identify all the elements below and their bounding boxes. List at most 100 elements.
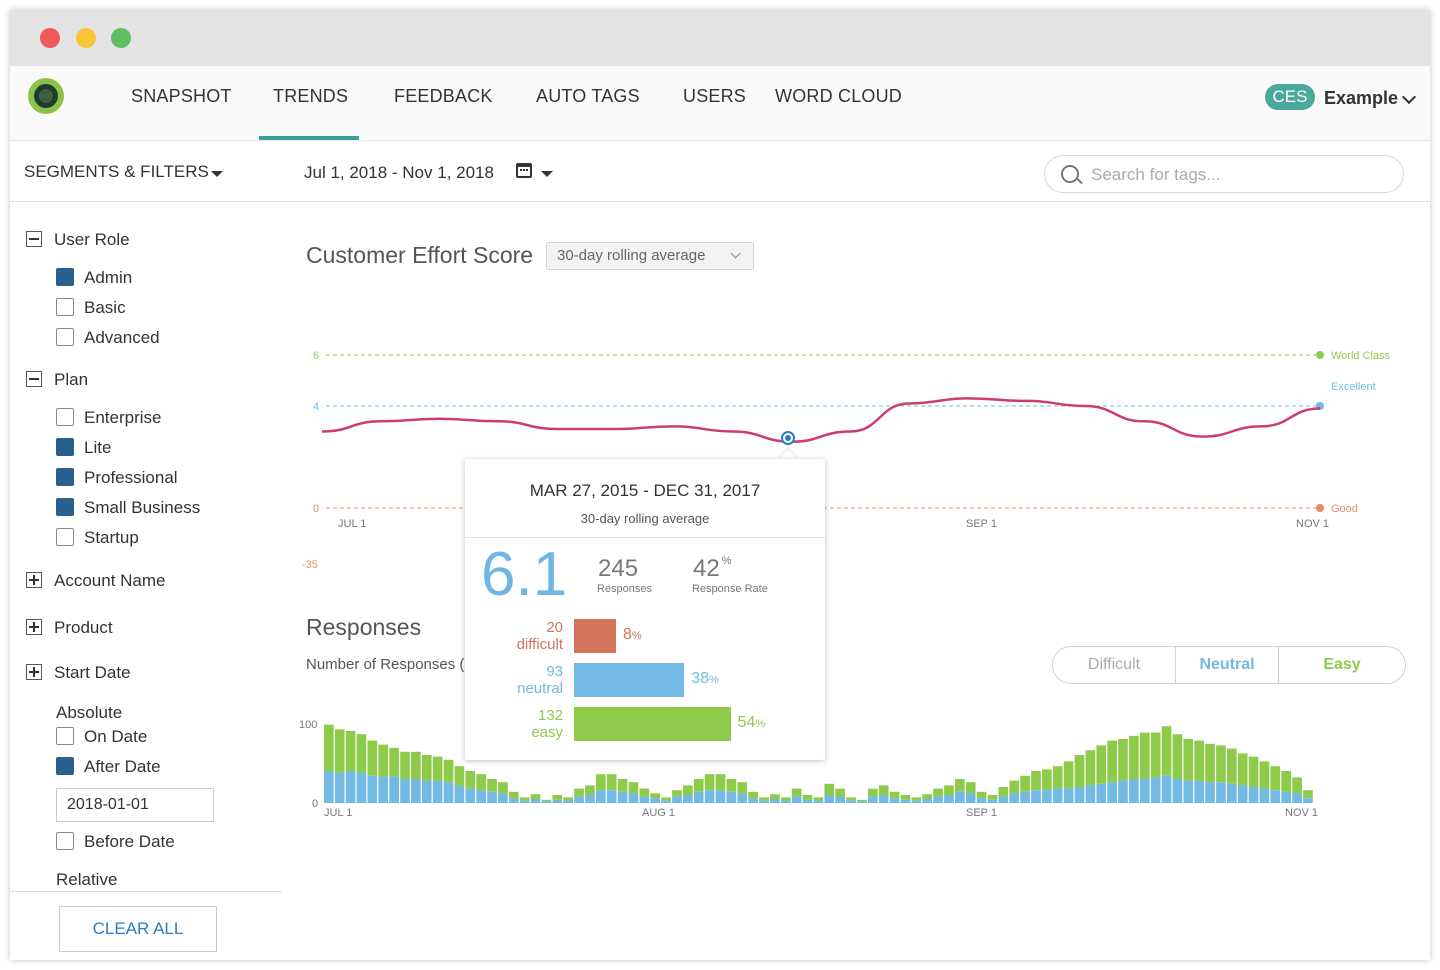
bar-neutral (1194, 780, 1205, 803)
bar-easy (454, 766, 465, 786)
checkbox-startup[interactable]: Startup (56, 528, 139, 548)
checkbox-professional[interactable]: Professional (56, 468, 178, 488)
checkbox-checked[interactable] (56, 438, 74, 457)
tag-search-input[interactable] (1089, 162, 1393, 188)
tab-trends[interactable]: TRENDS (273, 86, 349, 106)
bar-easy (683, 785, 693, 795)
bar-neutral (900, 799, 911, 803)
bar-easy (889, 791, 900, 799)
bar-neutral (595, 790, 606, 803)
checkbox-small-business[interactable]: Small Business (56, 498, 200, 518)
reference-marker (1316, 402, 1324, 410)
chevron-down-icon[interactable] (1401, 89, 1417, 105)
tab-auto-tags[interactable]: AUTO TAGS (536, 86, 640, 106)
checkbox-after-date[interactable]: After Date (56, 757, 161, 777)
account-selector[interactable]: Example (1324, 88, 1399, 108)
clear-all-button[interactable]: CLEAR ALL (59, 906, 217, 952)
reference-label: Good (1331, 503, 1358, 515)
bar-neutral (345, 771, 356, 803)
checkbox-unchecked[interactable] (56, 727, 74, 746)
checkbox-before-date[interactable]: Before Date (56, 832, 175, 852)
bar-easy (1292, 777, 1302, 794)
tab-feedback[interactable]: FEEDBACK (394, 86, 493, 106)
bar-easy (824, 783, 835, 795)
checkbox-unchecked[interactable] (56, 298, 74, 317)
minimize-window-button[interactable] (76, 28, 96, 48)
expand-icon[interactable] (26, 664, 42, 681)
tab-word-cloud[interactable]: WORD CLOUD (775, 86, 902, 106)
bar-neutral (563, 800, 574, 803)
breakdown-percent: 54% (737, 714, 766, 731)
y-tick-label: -35 (302, 559, 318, 571)
bar-neutral (1009, 793, 1020, 803)
filter-group-account-name[interactable]: Account Name (26, 571, 166, 591)
x-tick-label: NOV 1 (1285, 807, 1318, 819)
checkbox-unchecked[interactable] (56, 528, 74, 547)
toggle-neutral[interactable]: Neutral (1176, 647, 1279, 683)
app-logo-icon[interactable] (28, 78, 64, 114)
bar-neutral (1292, 793, 1302, 803)
checkbox-enterprise[interactable]: Enterprise (56, 408, 161, 428)
bar-neutral (922, 799, 933, 803)
search-icon (1061, 165, 1079, 183)
calendar-icon[interactable] (516, 163, 532, 178)
bar-neutral (802, 799, 813, 803)
toggle-easy[interactable]: Easy (1323, 656, 1361, 673)
rolling-average-select[interactable]: 30-day rolling average (546, 242, 754, 270)
filter-group-user-role[interactable]: User Role (26, 230, 130, 250)
calendar-caret-icon[interactable] (541, 171, 553, 177)
checkbox-lite[interactable]: Lite (56, 438, 111, 458)
segments-filters-dropdown[interactable]: SEGMENTS & FILTERS (24, 162, 209, 182)
caret-down-icon[interactable] (211, 171, 223, 177)
zoom-window-button[interactable] (111, 28, 131, 48)
bar-neutral (672, 796, 682, 803)
option-label: Basic (84, 298, 126, 317)
bar-neutral (770, 799, 780, 803)
checkbox-checked[interactable] (56, 498, 74, 517)
bar-easy (574, 788, 584, 797)
option-label: Advanced (84, 328, 160, 347)
bar-easy (1259, 761, 1270, 789)
checkbox-basic[interactable]: Basic (56, 298, 126, 318)
bar-easy (465, 771, 476, 789)
tab-snapshot[interactable]: SNAPSHOT (131, 86, 232, 106)
checkbox-advanced[interactable]: Advanced (56, 328, 160, 348)
breakdown-count: 93 (546, 663, 563, 680)
collapse-icon[interactable] (26, 371, 42, 388)
expand-icon[interactable] (26, 572, 42, 589)
close-window-button[interactable] (40, 28, 60, 48)
data-point-tooltip: MAR 27, 2015 - DEC 31, 2017 30-day rolli… (465, 459, 825, 760)
filter-group-plan[interactable]: Plan (26, 370, 88, 390)
bar-easy (1183, 739, 1194, 781)
absolute-label: Absolute (56, 703, 123, 722)
toggle-difficult[interactable]: Difficult (1053, 647, 1176, 683)
checkbox-checked[interactable] (56, 468, 74, 487)
checkbox-admin[interactable]: Admin (56, 268, 132, 288)
checkbox-unchecked[interactable] (56, 408, 74, 427)
bar-easy (1237, 753, 1248, 786)
filter-group-start-date[interactable]: Start Date (26, 663, 131, 683)
after-date-input[interactable]: 2018-01-01 (56, 788, 214, 822)
filter-toolbar: SEGMENTS & FILTERS Jul 1, 2018 - Nov 1, … (10, 141, 1430, 202)
expand-icon[interactable] (26, 619, 42, 636)
checkbox-unchecked[interactable] (56, 832, 74, 851)
bar-easy (835, 788, 845, 797)
tag-search-box[interactable] (1044, 155, 1404, 193)
bar-neutral (1020, 791, 1030, 803)
bar-easy (617, 779, 628, 792)
collapse-icon[interactable] (26, 231, 42, 248)
bar-neutral (911, 800, 922, 803)
bar-easy (563, 797, 574, 801)
date-range-label[interactable]: Jul 1, 2018 - Nov 1, 2018 (304, 163, 494, 182)
checkbox-checked[interactable] (56, 268, 74, 287)
bar-easy (367, 740, 378, 776)
checkbox-unchecked[interactable] (56, 328, 74, 347)
tab-users[interactable]: USERS (683, 86, 747, 106)
checkbox-checked[interactable] (56, 757, 74, 776)
bar-neutral (1052, 788, 1063, 803)
breakdown-percent: 38% (691, 670, 719, 687)
filter-group-label: Product (54, 618, 113, 637)
filter-group-product[interactable]: Product (26, 618, 113, 638)
bar-easy (867, 788, 878, 797)
checkbox-on-date[interactable]: On Date (56, 727, 147, 747)
